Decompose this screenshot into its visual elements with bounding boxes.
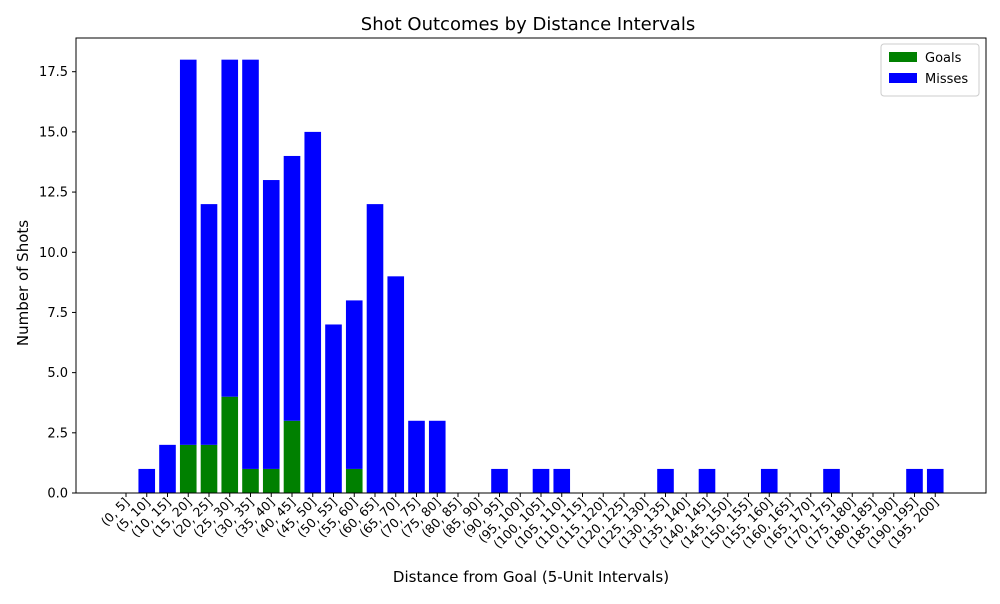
plot-frame	[75, 37, 987, 494]
y-tick-label: 12.5	[39, 186, 68, 201]
bar-misses-13	[387, 276, 405, 493]
bar-misses-20	[532, 468, 550, 493]
bar-misses-18	[491, 468, 508, 493]
bars-layer	[138, 59, 944, 494]
bar-goals-8	[283, 420, 301, 493]
legend-swatch-misses	[889, 73, 917, 83]
bar-misses-28	[698, 468, 716, 493]
legend: Goals Misses	[880, 43, 980, 97]
bar-goals-3	[179, 444, 197, 493]
bar-goals-6	[242, 468, 259, 493]
bar-misses-3	[179, 59, 197, 445]
bar-misses-38	[906, 468, 923, 493]
x-axis-ticks: (0, 5](5, 10](10, 15](15, 20](20, 25](25…	[98, 493, 941, 551]
bar-goals-7	[262, 468, 280, 493]
y-axis-ticks: 0.0 2.5 5.0 7.5 10.0 12.5 15.0 17.5	[39, 65, 76, 502]
bar-misses-4	[200, 204, 218, 445]
bar-misses-1	[138, 468, 156, 493]
bar-misses-15	[428, 420, 446, 493]
bar-misses-39	[926, 468, 944, 493]
bar-misses-6	[242, 59, 259, 469]
bar-misses-7	[262, 180, 280, 469]
bar-misses-12	[366, 204, 384, 494]
legend-label-misses: Misses	[925, 72, 968, 87]
bar-goals-5	[221, 396, 239, 493]
bar-misses-10	[325, 324, 342, 493]
chart-title: Shot Outcomes by Distance Intervals	[361, 14, 695, 35]
legend-label-goals: Goals	[925, 51, 962, 66]
bar-misses-9	[304, 131, 322, 493]
bar-misses-8	[283, 155, 301, 421]
bar-misses-21	[553, 468, 571, 493]
y-tick-label: 15.0	[39, 125, 68, 140]
y-axis-title: Number of Shots	[14, 220, 32, 346]
bar-misses-5	[221, 59, 239, 397]
y-tick-label: 0.0	[47, 487, 68, 502]
bar-misses-34	[823, 468, 840, 493]
y-tick-label: 5.0	[47, 366, 68, 381]
bar-goals-4	[200, 444, 218, 493]
bar-misses-2	[159, 444, 176, 493]
bar-misses-26	[657, 468, 674, 493]
y-tick-label: 10.0	[39, 246, 68, 261]
y-tick-label: 7.5	[47, 306, 68, 321]
x-axis-title: Distance from Goal (5-Unit Intervals)	[393, 568, 669, 586]
legend-swatch-goals	[889, 52, 917, 62]
axes-layer	[75, 37, 987, 494]
bar-misses-31	[760, 468, 778, 493]
bar-goals-11	[345, 468, 363, 493]
bar-misses-11	[345, 300, 363, 469]
y-tick-label: 2.5	[47, 426, 68, 441]
y-tick-label: 17.5	[39, 65, 68, 80]
bar-misses-14	[408, 420, 425, 493]
